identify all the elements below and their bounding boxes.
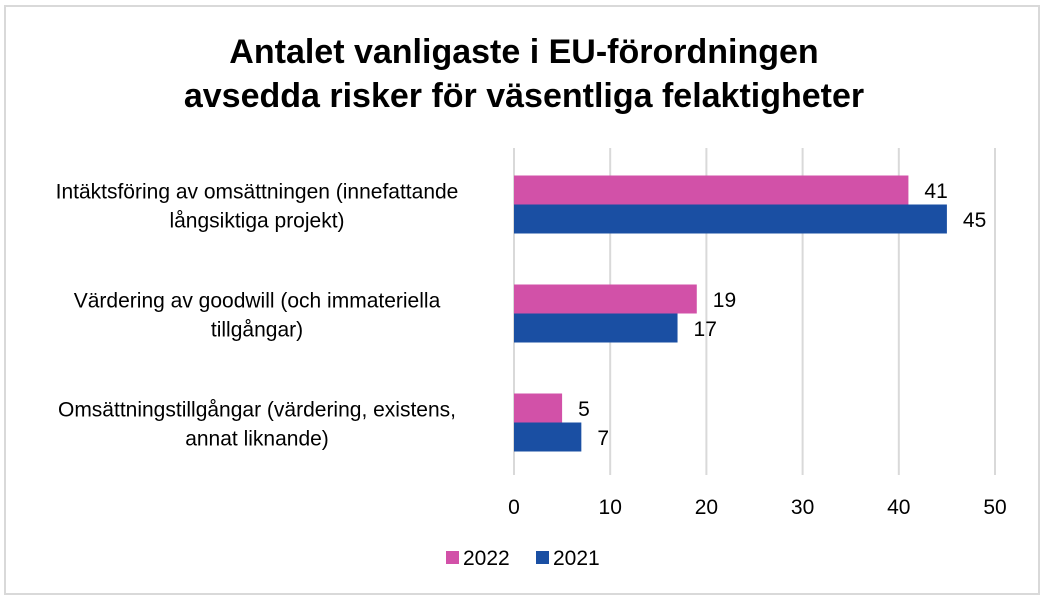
bar-2021 [514, 422, 582, 452]
bar-2022 [514, 393, 563, 423]
data-labels: 41 45 19 17 57 [578, 180, 986, 450]
data-label-2022: 19 [713, 289, 736, 312]
x-tick-label: 20 [695, 496, 718, 519]
x-tick-labels: 0 10 20 30 40 50 [508, 496, 1007, 519]
legend-label-2022: 2022 [463, 547, 510, 570]
legend: 2022 2021 [446, 547, 600, 570]
category-label-line: annat liknande) [185, 428, 329, 451]
x-tick-label: 40 [887, 496, 910, 519]
chart-title-line-2: avsedda risker för väsentliga felaktighe… [183, 77, 865, 115]
legend-swatch-2022 [446, 551, 459, 564]
category-label: Omsättningstillgångar (värdering, existe… [58, 399, 456, 451]
x-tick-label: 50 [983, 496, 1006, 519]
x-tick-label: 10 [599, 496, 622, 519]
bars [514, 175, 947, 452]
data-label-2021: 17 [694, 318, 717, 341]
data-label-2021: 7 [597, 427, 609, 450]
chart-title: Antalet vanligaste i EU-förordningen avs… [0, 30, 1048, 118]
category-label-line: Värdering av goodwill (och immateriella [74, 290, 441, 313]
legend-swatch-2021 [536, 551, 549, 564]
category-labels: Intäktsföring av omsättningen (innefatta… [56, 181, 459, 451]
x-tick-label: 30 [791, 496, 814, 519]
category-label-line: Intäktsföring av omsättningen (innefatta… [56, 181, 459, 204]
x-tick-label: 0 [508, 496, 520, 519]
data-label-2021: 45 [963, 209, 986, 232]
bar-2022 [514, 175, 909, 205]
data-label-2022: 5 [578, 398, 590, 421]
bar-2021 [514, 204, 947, 234]
category-label: Intäktsföring av omsättningen (innefatta… [56, 181, 459, 233]
category-label-line: långsiktiga projekt) [169, 210, 344, 233]
bar-2022 [514, 284, 697, 314]
legend-label-2021: 2021 [553, 547, 600, 570]
data-label-2022: 41 [924, 180, 947, 203]
category-label: Värdering av goodwill (och immateriella t… [74, 290, 441, 342]
bar-2021 [514, 313, 678, 343]
category-label-line: Omsättningstillgångar (värdering, existe… [58, 399, 456, 422]
chart-title-line-1: Antalet vanligaste i EU-förordningen [229, 33, 819, 71]
category-label-line: tillgångar) [211, 319, 303, 342]
